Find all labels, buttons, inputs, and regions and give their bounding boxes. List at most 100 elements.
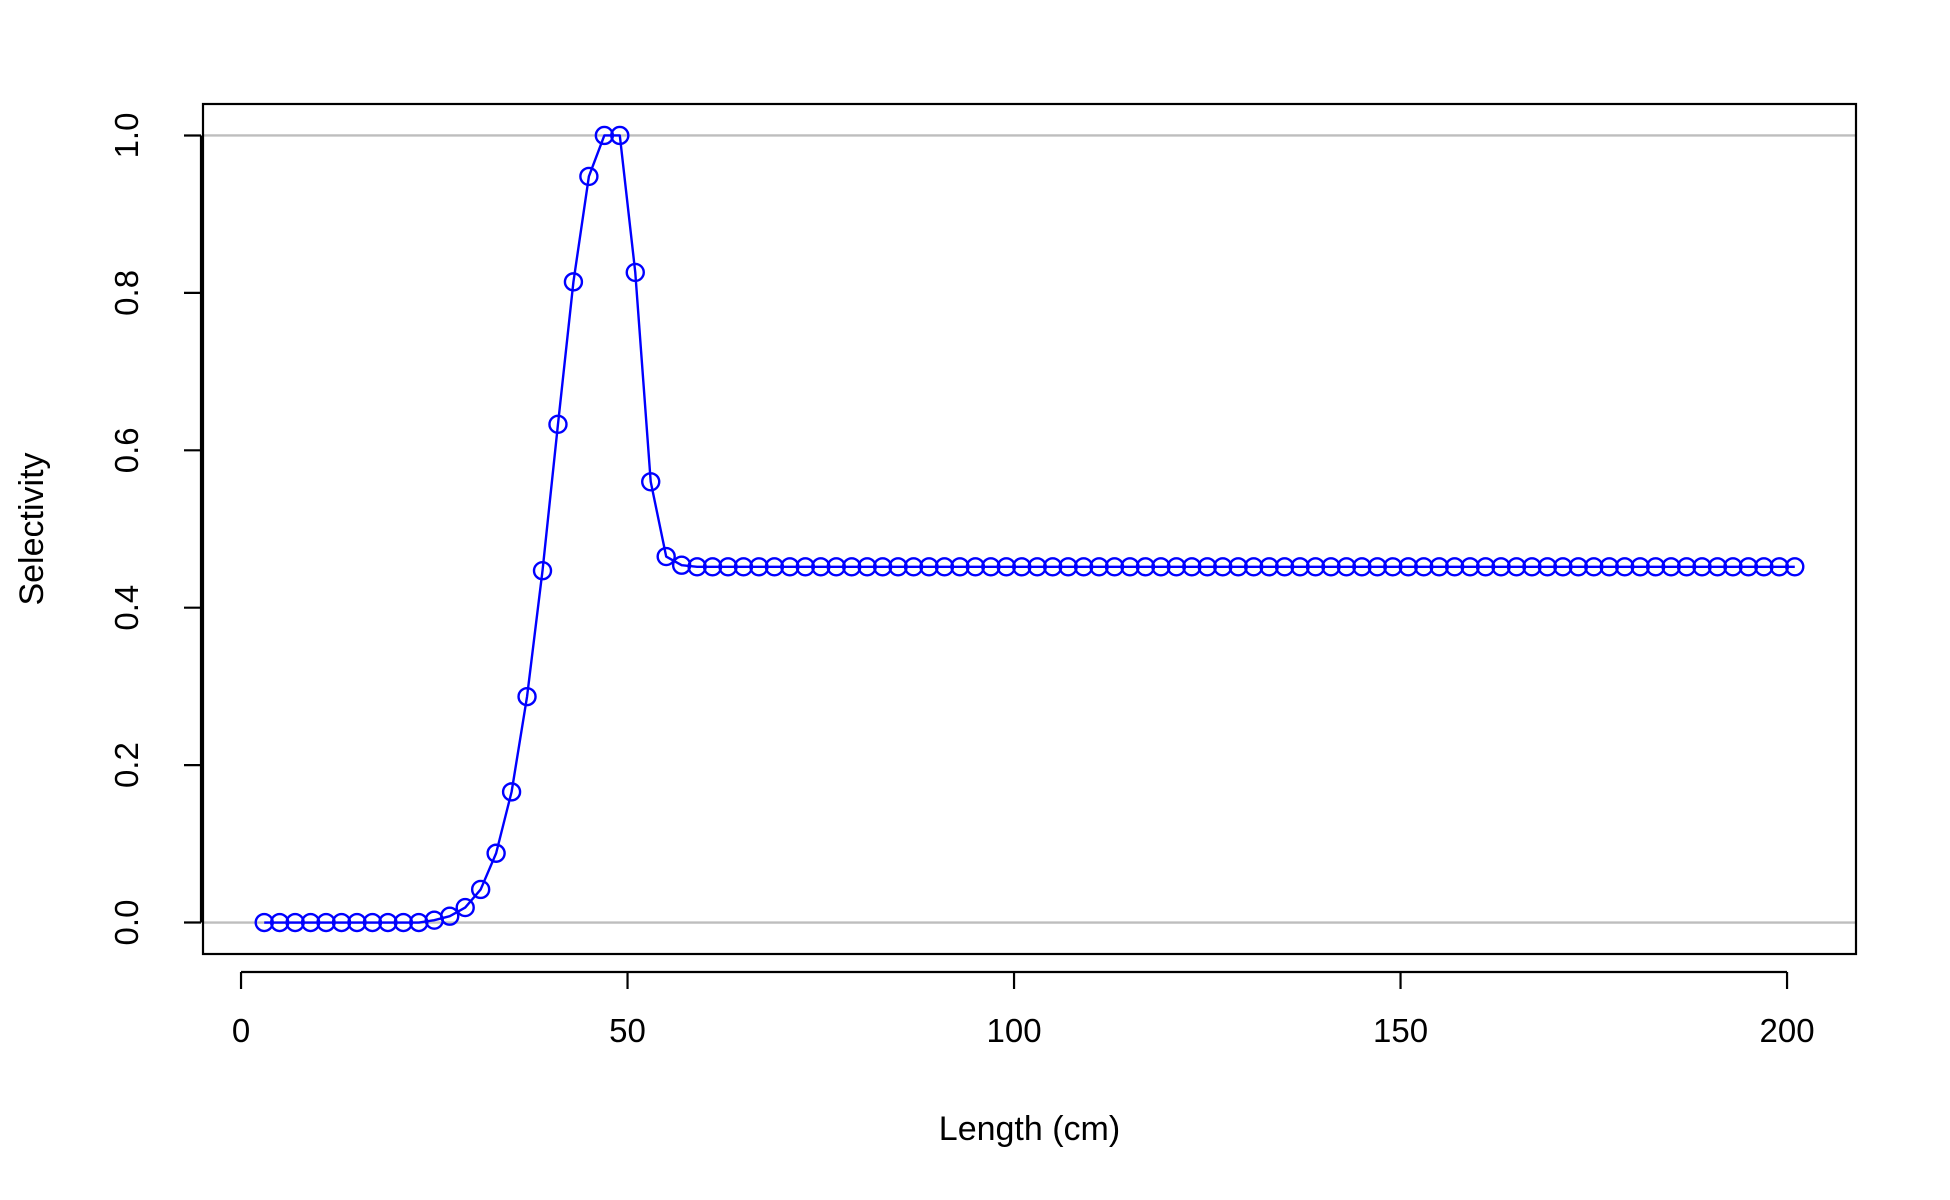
- data-point: [641, 472, 661, 492]
- data-point: [1182, 557, 1202, 577]
- data-point: [1584, 557, 1604, 577]
- data-point: [331, 912, 352, 933]
- x-axis: 0 50 100 150 200: [232, 970, 1815, 1049]
- data-point: [1321, 557, 1341, 577]
- data-point: [842, 557, 862, 577]
- y-axis-title: Selectivity: [13, 452, 51, 605]
- data-point: [1367, 557, 1388, 577]
- y-tick-label: 0.8: [108, 270, 145, 316]
- data-point: [440, 906, 460, 926]
- data-point: [826, 557, 846, 577]
- x-axis-title: Length (cm): [939, 1110, 1120, 1148]
- data-point: [965, 557, 986, 577]
- data-point: [1089, 557, 1109, 577]
- data-point: [1460, 557, 1480, 577]
- data-point: [548, 414, 568, 435]
- data-point: [1135, 557, 1156, 577]
- data-point: [1475, 557, 1496, 577]
- data-point: [1785, 557, 1805, 577]
- data-point: [1012, 557, 1032, 577]
- data-point: [532, 561, 553, 581]
- data-point: [393, 912, 414, 933]
- data-point: [1692, 557, 1712, 577]
- data-point: [764, 557, 785, 577]
- data-point: [1027, 557, 1047, 577]
- data-point: [300, 912, 321, 933]
- data-point: [579, 166, 599, 187]
- data-point: [1383, 557, 1403, 577]
- data-point: [1568, 557, 1589, 577]
- data-point: [1537, 557, 1558, 577]
- x-tick-label: 50: [609, 1012, 646, 1049]
- data-point: [1398, 557, 1418, 577]
- data-point: [656, 546, 676, 567]
- data-point: [1104, 557, 1125, 577]
- data-point: [888, 557, 908, 577]
- data-point: [470, 879, 491, 900]
- data-point: [285, 912, 305, 933]
- x-tick-label: 100: [987, 1012, 1042, 1049]
- data-point: [1707, 557, 1728, 577]
- data-point: [903, 557, 924, 577]
- data-point: [362, 912, 383, 933]
- data-point: [594, 125, 615, 146]
- data-point: [1213, 557, 1233, 577]
- data-point: [749, 557, 769, 577]
- data-point: [1414, 557, 1434, 577]
- data-point: [857, 557, 877, 577]
- data-point: [1042, 557, 1063, 577]
- reference-lines: [203, 134, 1856, 924]
- y-tick-label: 0.0: [108, 900, 145, 946]
- data-point: [1259, 557, 1279, 577]
- data-point: [934, 557, 955, 577]
- data-point: [1599, 557, 1619, 577]
- data-point: [1754, 557, 1774, 577]
- data-point: [733, 557, 754, 577]
- data-point: [1553, 557, 1573, 577]
- data-point: [981, 557, 1001, 577]
- data-point: [1615, 557, 1635, 577]
- data-point: [1506, 557, 1527, 577]
- data-point: [1151, 557, 1171, 577]
- data-point: [1166, 557, 1187, 577]
- y-tick-label: 0.2: [108, 742, 145, 788]
- x-tick-label: 200: [1760, 1012, 1815, 1049]
- data-point: [1769, 557, 1790, 577]
- data-point: [269, 912, 290, 933]
- data-point: [1429, 557, 1449, 577]
- data-point: [501, 782, 522, 802]
- data-point: [347, 912, 367, 933]
- data-point: [1073, 557, 1094, 577]
- data-point: [625, 262, 645, 283]
- data-point: [1630, 557, 1650, 577]
- data-point: [919, 557, 939, 577]
- data-point: [1444, 557, 1465, 577]
- y-tick-label: 0.4: [108, 585, 145, 631]
- data-point: [1243, 557, 1264, 577]
- data-point: [1228, 557, 1248, 577]
- data-point: [780, 557, 800, 577]
- y-tick-label: 0.6: [108, 427, 145, 473]
- data-point: [254, 912, 274, 933]
- data-point: [996, 557, 1017, 577]
- series-layer: [254, 125, 1805, 933]
- data-point: [378, 912, 398, 933]
- data-point: [671, 555, 692, 575]
- data-point: [1197, 557, 1217, 577]
- y-tick-label: 1.0: [108, 113, 145, 159]
- data-point: [1058, 557, 1078, 577]
- data-point: [872, 557, 893, 577]
- x-tick-label: 150: [1373, 1012, 1428, 1049]
- data-point: [811, 557, 831, 577]
- data-point: [455, 897, 475, 918]
- data-point: [795, 557, 816, 577]
- data-point: [517, 686, 537, 707]
- data-point: [610, 125, 630, 146]
- data-point: [1645, 557, 1666, 577]
- data-point: [1723, 557, 1743, 577]
- data-point: [718, 557, 738, 577]
- data-point: [687, 557, 707, 577]
- data-point: [486, 843, 506, 863]
- data-point: [702, 557, 723, 577]
